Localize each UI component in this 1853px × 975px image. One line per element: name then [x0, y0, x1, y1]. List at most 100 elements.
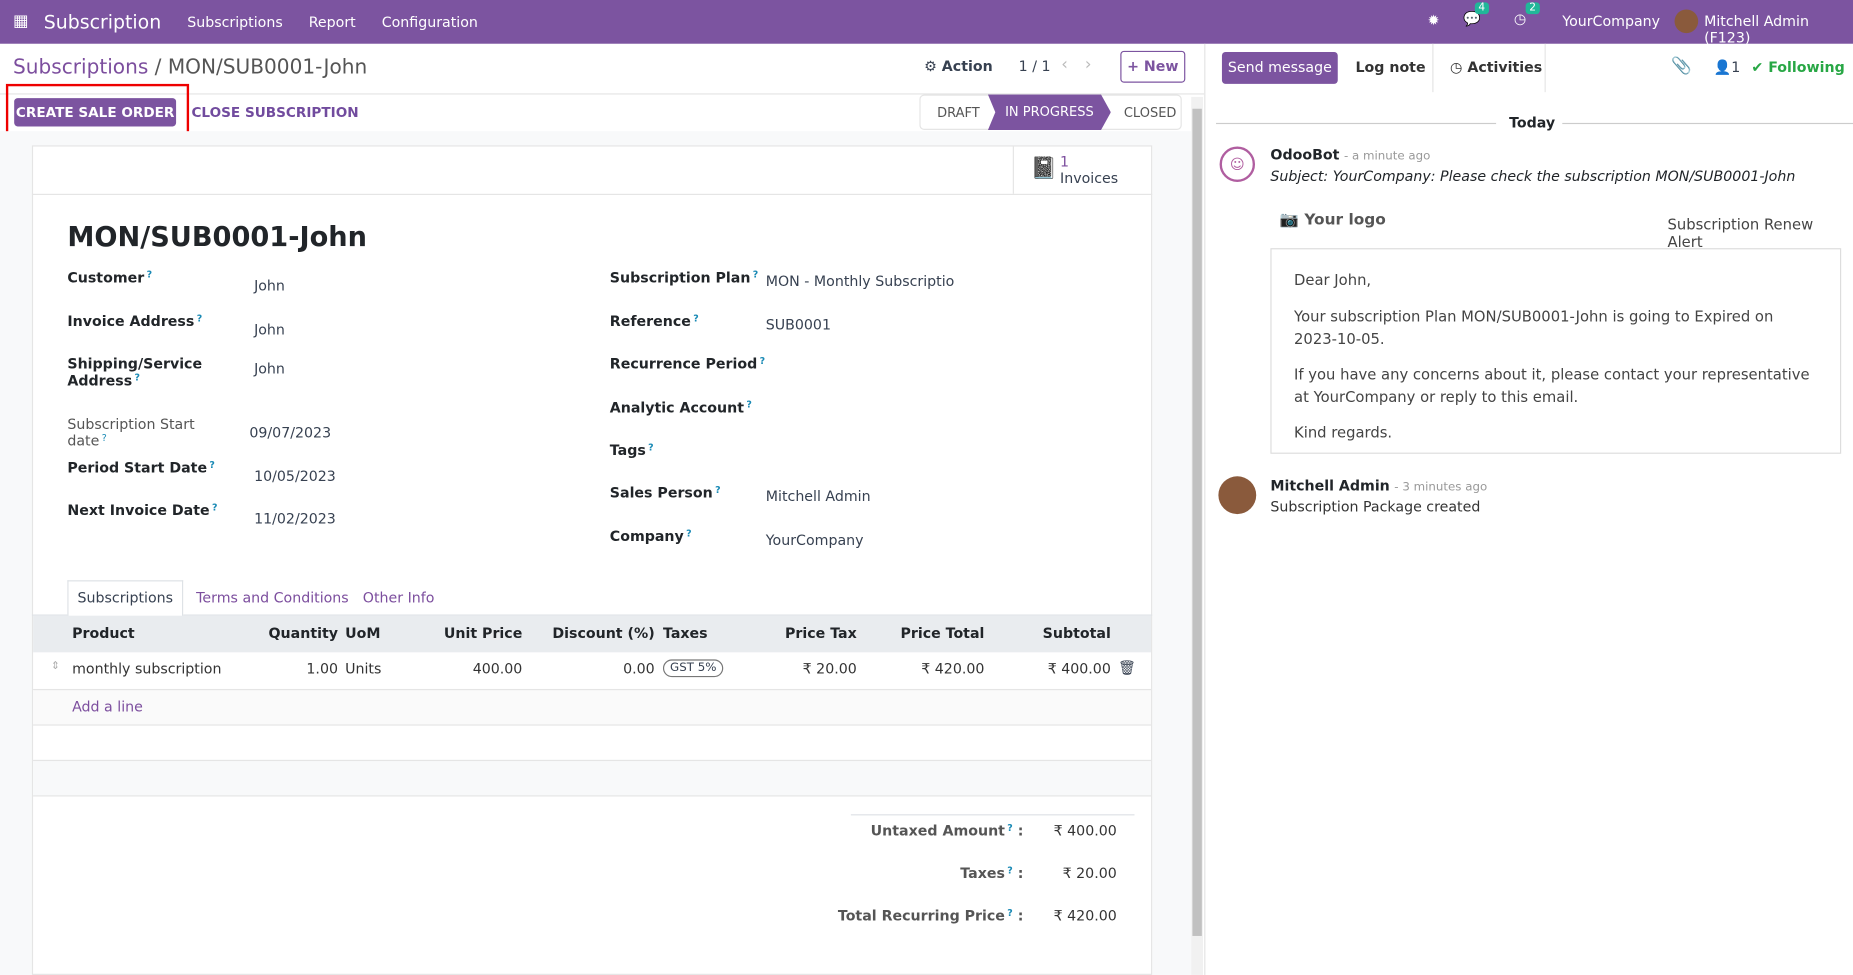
table-cell[interactable]: ₹ 400.00 [1047, 660, 1111, 678]
field-value[interactable]: John [254, 277, 285, 295]
field-value[interactable]: SUB0001 [765, 316, 831, 334]
field-value[interactable]: John [254, 321, 285, 338]
invoice-label: Invoices [1060, 170, 1119, 187]
breadcrumb-parent[interactable]: Subscriptions [12, 55, 149, 80]
followers-button[interactable]: 👤1 [1714, 59, 1741, 76]
column-header[interactable]: UoM [345, 625, 381, 642]
activities-button[interactable]: ◷ Activities [1432, 43, 1546, 93]
table-cell[interactable]: 0.00 [623, 660, 655, 678]
stage-draft[interactable]: DRAFT [937, 105, 980, 121]
user-avatar[interactable] [1674, 9, 1699, 34]
trash-icon[interactable]: 🗑 [1117, 659, 1136, 676]
pager-prev-icon[interactable]: ‹ [1061, 55, 1068, 75]
top-navbar: ▦ Subscription Subscriptions Report Conf… [0, 0, 1853, 47]
pager-value[interactable]: 1 / 1 [1018, 57, 1051, 75]
message-author[interactable]: OdooBot [1270, 146, 1340, 164]
create-sale-order-button[interactable]: CREATE SALE ORDER [14, 98, 177, 127]
field-value[interactable]: YourCompany [765, 531, 864, 549]
following-button[interactable]: ✔ Following [1751, 59, 1845, 76]
close-subscription-button[interactable]: CLOSE SUBSCRIPTION [191, 103, 359, 121]
mitchell-avatar [1218, 476, 1257, 515]
total-label: Taxes? : [960, 865, 1024, 882]
company-switcher[interactable]: YourCompany [1562, 12, 1661, 30]
menu-report[interactable]: Report [308, 13, 356, 31]
field-value[interactable]: John [254, 360, 285, 377]
field-value[interactable]: Mitchell Admin [765, 488, 871, 505]
new-button[interactable]: + New [1120, 50, 1186, 83]
breadcrumb: Subscriptions / MON/SUB0001-John [12, 55, 368, 80]
field-label: Tags? [609, 441, 654, 459]
debug-icon[interactable]: ✹ [1427, 11, 1440, 29]
paperclip-icon[interactable]: 📎 [1671, 56, 1692, 76]
send-message-button[interactable]: Send message [1221, 51, 1338, 84]
column-header[interactable]: Price Total [900, 625, 985, 642]
pager-next-icon[interactable]: › [1084, 55, 1092, 75]
followers-count: 1 [1731, 59, 1741, 76]
field-value[interactable]: MON - Monthly Subscriptio [765, 272, 955, 290]
log-note-button[interactable]: Log note [1355, 59, 1426, 76]
table-footer [33, 759, 1152, 797]
column-header[interactable]: Subtotal [1042, 625, 1111, 642]
messages-icon[interactable]: 💬 4 [1463, 2, 1489, 27]
breadcrumb-current: MON/SUB0001-John [167, 55, 368, 80]
table-cell[interactable]: monthly subscription [72, 660, 222, 678]
tab-terms-and-conditions[interactable]: Terms and Conditions [196, 589, 349, 607]
drag-handle-icon[interactable]: ⇕ [50, 660, 60, 673]
following-label: Following [1768, 59, 1845, 76]
odoobot-avatar: ☺ [1219, 146, 1256, 182]
column-header[interactable]: Product [72, 625, 135, 642]
field-value[interactable]: 09/07/2023 [249, 424, 332, 441]
table-cell[interactable]: ₹ 20.00 [802, 660, 857, 678]
book-icon: 📓 [1030, 155, 1057, 181]
field-label: Period Start Date? [67, 459, 215, 477]
field-label: Reference? [609, 313, 699, 330]
field-value[interactable]: 10/05/2023 [254, 467, 336, 485]
menu-subscriptions[interactable]: Subscriptions [187, 13, 283, 31]
column-header[interactable]: Quantity [268, 625, 338, 642]
total-value: ₹ 420.00 [1053, 907, 1117, 925]
tab-other-info[interactable]: Other Info [362, 589, 435, 607]
add-line-row [33, 688, 1152, 726]
total-label: Untaxed Amount? : [870, 822, 1024, 840]
stage-closed[interactable]: CLOSED [1123, 105, 1177, 121]
message-time: - a minute ago [1343, 150, 1431, 164]
column-header[interactable]: Price Tax [785, 625, 857, 642]
apps-menu-icon[interactable]: ▦ [12, 11, 29, 31]
field-label: Subscription Start date? [67, 415, 195, 450]
message-time: - 3 minutes ago [1394, 480, 1488, 494]
action-button[interactable]: ⚙ Action [924, 58, 993, 75]
invoices-smart-button[interactable]: 📓 1 Invoices [1012, 146, 1152, 194]
table-cell[interactable]: Units [345, 660, 382, 678]
divider [1562, 122, 1853, 125]
field-label: Analytic Account? [609, 399, 752, 416]
message-text: Subscription Package created [1270, 498, 1481, 516]
total-label: Total Recurring Price? : [837, 907, 1024, 925]
app-title[interactable]: Subscription [43, 10, 162, 34]
total-value: ₹ 400.00 [1053, 822, 1117, 840]
field-label: Customer? [67, 269, 153, 286]
activities-icon[interactable]: ◷ 2 [1514, 2, 1540, 27]
column-header[interactable]: Taxes [662, 625, 708, 642]
gear-icon: ⚙ [924, 57, 937, 75]
table-cell[interactable]: 400.00 [472, 660, 523, 678]
email-body: Dear John, Your subscription Plan MON/SU… [1270, 248, 1842, 454]
table-cell[interactable]: 1.00 [306, 660, 338, 678]
user-icon: 👤 [1713, 59, 1732, 76]
clock-icon: ◷ [1450, 59, 1463, 76]
user-menu[interactable]: Mitchell Admin (F123) [1704, 12, 1809, 47]
scrollbar[interactable] [1191, 96, 1204, 975]
record-title: MON/SUB0001-John [67, 222, 367, 253]
column-header[interactable]: Unit Price [443, 625, 523, 642]
tax-tag[interactable]: GST 5% [662, 659, 724, 678]
table-cell[interactable]: ₹ 420.00 [921, 660, 985, 678]
column-header[interactable]: Discount (%) [552, 625, 655, 642]
tab-subscriptions[interactable]: Subscriptions [67, 580, 184, 617]
divider [850, 814, 1135, 816]
field-value[interactable]: 11/02/2023 [254, 510, 336, 528]
divider [31, 193, 1153, 195]
field-label: Subscription Plan? [609, 269, 759, 286]
add-line-link[interactable]: Add a line [72, 698, 143, 715]
message-author[interactable]: Mitchell Admin [1270, 477, 1390, 494]
menu-configuration[interactable]: Configuration [381, 13, 478, 31]
stage-in-progress[interactable]: IN PROGRESS [987, 94, 1111, 130]
